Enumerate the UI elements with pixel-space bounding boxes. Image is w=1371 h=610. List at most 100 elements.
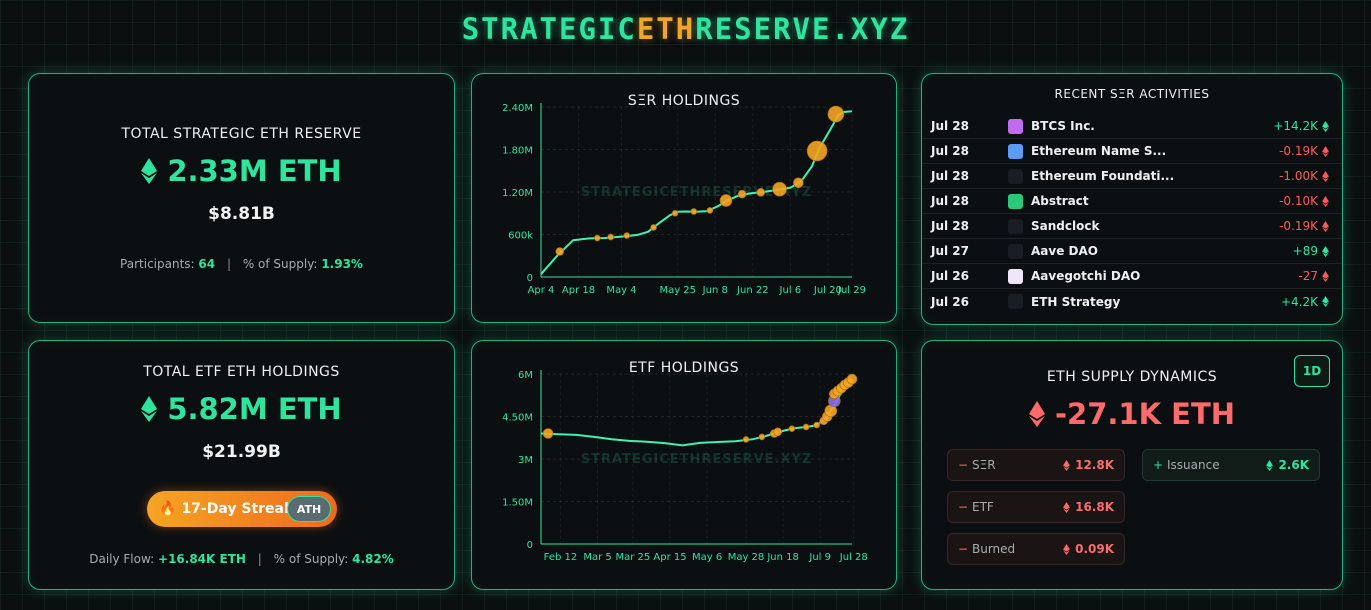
activity-row[interactable]: Jul 27 Aave DAO +89 bbox=[922, 239, 1342, 264]
ser-holdings-chart[interactable]: 0 600k 1.20M 1.80M 2.40M Apr 4 Apr 18 May 4 May … bbox=[472, 74, 896, 322]
activity-row[interactable]: Jul 28 Abstract -0.10K bbox=[922, 189, 1342, 214]
abstract-logo bbox=[1008, 193, 1023, 209]
event-marker bbox=[756, 188, 766, 197]
supply-item-sr: − SΞR 12.8K bbox=[947, 449, 1125, 481]
ath-badge[interactable]: ATH bbox=[287, 496, 331, 522]
event-marker bbox=[772, 181, 787, 197]
eth-icon bbox=[1028, 400, 1045, 434]
reserve-amount-text: 2.33M ETH bbox=[167, 154, 342, 188]
activity-row[interactable]: Jul 28 BTCS Inc. +14.2K bbox=[922, 114, 1342, 139]
event-marker bbox=[773, 427, 783, 437]
activity-amount: -1.00K bbox=[1279, 169, 1318, 183]
activity-date: Jul 27 bbox=[931, 244, 969, 258]
ethstrategy-logo bbox=[1008, 294, 1023, 309]
supply-item-label: ETF bbox=[972, 500, 994, 514]
x-tick-label: May 4 bbox=[606, 285, 636, 296]
etf-holdings-card: ETF HOLDINGS 0 1.50M 3M 4.50M 6M Feb 12 Mar 5 M… bbox=[471, 340, 897, 590]
ser-chart-title: SΞR HOLDINGS bbox=[627, 93, 741, 109]
activity-amount: +89 bbox=[1292, 244, 1318, 258]
activities-title: RECENT SΞR ACTIVITIES bbox=[1054, 87, 1210, 101]
activities-card: RECENT SΞR ACTIVITIES Jul 28 BTCS Inc. +14… bbox=[921, 73, 1343, 325]
eth-icon bbox=[1322, 120, 1336, 132]
flow-label: Daily Flow: bbox=[89, 552, 155, 566]
aavegotchi-logo bbox=[1008, 268, 1023, 284]
event-marker bbox=[607, 233, 615, 241]
eth-icon bbox=[1322, 245, 1336, 257]
supply-item-label: Burned bbox=[972, 542, 1016, 556]
activity-row[interactable]: Jul 26 Aavegotchi DAO -27 bbox=[922, 264, 1342, 289]
supply-card: ETH SUPPLY DYNAMICS 1D -27.1K ETH − SΞR 12… bbox=[921, 340, 1343, 590]
activity-amount: -27 bbox=[1298, 269, 1318, 283]
etf-supply-value: 4.82% bbox=[352, 552, 394, 566]
eth-icon bbox=[1322, 296, 1336, 307]
y-tick-label: 0 bbox=[527, 540, 533, 551]
activity-date: Jul 26 bbox=[931, 269, 969, 283]
x-tick-label: Jun 8 bbox=[702, 285, 728, 296]
event-marker bbox=[742, 436, 750, 443]
etf-amount: 5.82M ETH bbox=[29, 392, 454, 429]
y-tick-label: 4.50M bbox=[502, 413, 533, 424]
participants-label: Participants: bbox=[120, 257, 195, 271]
x-tick-label: Apr 4 bbox=[528, 285, 555, 296]
supply-item-value: 16.8K bbox=[1063, 500, 1114, 514]
activity-row[interactable]: Jul 28 Sandclock -0.19K bbox=[922, 214, 1342, 239]
chart-watermark: STRATEGICETHRESERVE.XYZ bbox=[581, 185, 813, 200]
y-tick-label: 1.20M bbox=[502, 188, 533, 199]
activity-date: Jul 28 bbox=[931, 144, 969, 158]
activity-amount: +14.2K bbox=[1273, 119, 1318, 133]
eth-icon bbox=[1322, 170, 1336, 182]
activity-date: Jul 26 bbox=[931, 294, 969, 309]
x-tick-label: Apr 15 bbox=[653, 552, 686, 563]
activity-row[interactable]: Jul 28 Ethereum Name S... -0.19K bbox=[922, 139, 1342, 164]
streak-label: 17-Day Streak bbox=[181, 501, 294, 517]
streak-badge[interactable]: 🔥 17-Day Streak ATH bbox=[147, 491, 337, 527]
activity-name: Ethereum Name S... bbox=[1031, 144, 1167, 158]
etf-title: TOTAL ETF ETH HOLDINGS bbox=[143, 364, 340, 380]
reserve-amount: 2.33M ETH bbox=[29, 154, 454, 191]
ef-logo bbox=[1008, 168, 1023, 184]
activity-row[interactable]: Jul 28 Ethereum Foundati... -1.00K bbox=[922, 164, 1342, 189]
activity-amount: +4.2K bbox=[1280, 294, 1318, 309]
x-tick-label: Jun 22 bbox=[736, 285, 769, 296]
flow-value: +16.84K ETH bbox=[158, 552, 246, 566]
activity-date: Jul 28 bbox=[931, 169, 969, 183]
event-marker bbox=[650, 224, 657, 231]
supply-item-label: SΞR bbox=[972, 458, 996, 472]
etf-holdings-chart[interactable]: 0 1.50M 3M 4.50M 6M Feb 12 Mar 5 Mar 25 Apr 15 Ma… bbox=[472, 341, 896, 589]
separator: | bbox=[226, 257, 231, 271]
x-tick-label: Mar 25 bbox=[615, 552, 650, 563]
activity-row[interactable]: Jul 26 ETH Strategy +4.2K bbox=[922, 289, 1342, 314]
activity-name: Ethereum Foundati... bbox=[1031, 169, 1175, 183]
event-marker bbox=[671, 209, 679, 217]
x-tick-label: Jul 6 bbox=[779, 285, 802, 296]
site-title[interactable]: STRATEGICETHRESERVE.XYZ bbox=[0, 12, 1371, 46]
y-tick-label: 600k bbox=[508, 231, 533, 242]
eth-icon bbox=[1322, 220, 1336, 232]
activity-name: Aave DAO bbox=[1031, 244, 1098, 258]
fire-icon: 🔥 bbox=[159, 501, 177, 517]
event-marker bbox=[555, 247, 565, 256]
supply-item-label: Issuance bbox=[1167, 458, 1220, 472]
separator: | bbox=[257, 552, 262, 566]
timeframe-button[interactable]: 1D bbox=[1294, 355, 1330, 387]
x-tick-label: Mar 5 bbox=[583, 552, 611, 563]
activity-name: ETH Strategy bbox=[1031, 294, 1121, 309]
eth-icon bbox=[1322, 145, 1336, 157]
event-marker bbox=[813, 421, 820, 429]
activity-amount: -0.19K bbox=[1279, 144, 1318, 158]
activity-name: Abstract bbox=[1031, 194, 1089, 208]
reserve-meta: Participants: 64 | % of Supply: 1.93% bbox=[29, 257, 454, 271]
site-title-accent: ETH bbox=[636, 12, 696, 46]
supply-item-issuance: + Issuance 2.6K bbox=[1142, 449, 1320, 481]
eth-icon bbox=[1322, 270, 1336, 282]
chart-watermark: STRATEGICETHRESERVE.XYZ bbox=[581, 452, 813, 467]
btcs-logo bbox=[1008, 118, 1023, 134]
supply-item-value: 2.6K bbox=[1266, 458, 1309, 472]
holdings-line bbox=[540, 378, 853, 447]
reserve-usd: $8.81B bbox=[208, 204, 275, 224]
eth-icon bbox=[141, 157, 158, 191]
x-tick-label: Feb 12 bbox=[544, 552, 578, 563]
event-marker bbox=[793, 177, 804, 189]
activities-list: Jul 28 BTCS Inc. +14.2K Jul 28 Ethereum Name… bbox=[922, 114, 1342, 314]
activity-name: Sandclock bbox=[1031, 219, 1100, 233]
